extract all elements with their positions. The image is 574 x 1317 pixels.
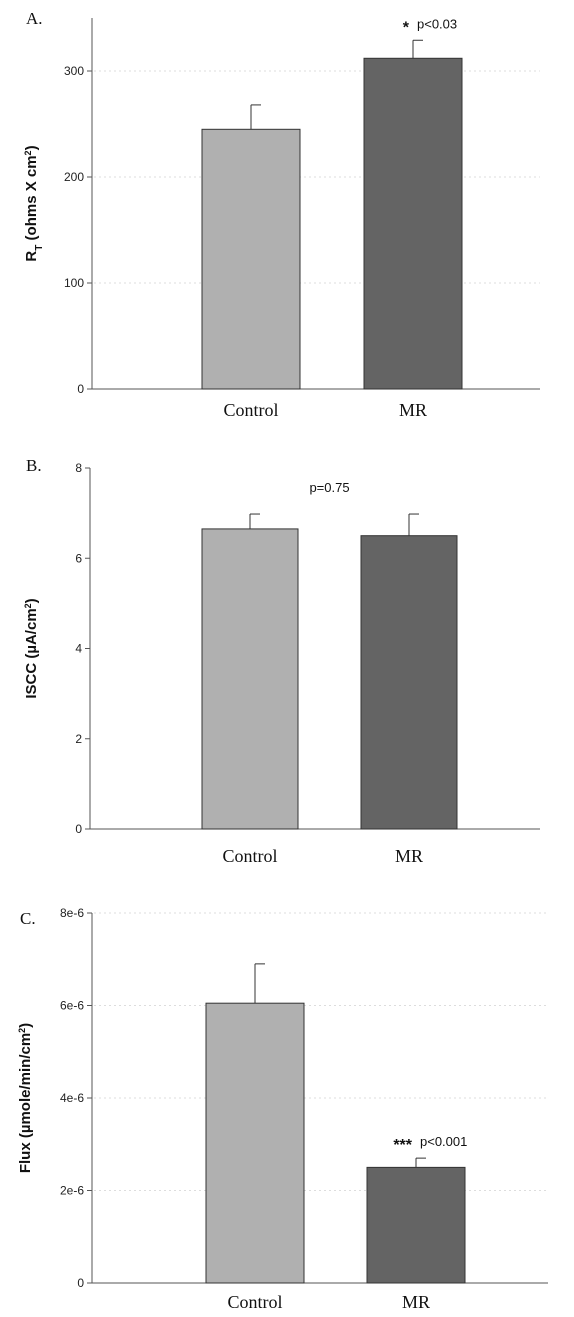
y-tick-label: 200 (64, 170, 84, 184)
category-label-mr: MR (395, 846, 423, 866)
y-tick-label: 8 (75, 461, 82, 475)
chart-panel-1: A. 0 100 200 300 RT (ohms X cm2) Control MR * p<0… (23, 9, 540, 420)
y-tick-label: 300 (64, 64, 84, 78)
y-tick-label: 0 (77, 1276, 84, 1290)
panel-label: C. (20, 909, 36, 928)
y-tick-label: 0 (77, 382, 84, 396)
significance-stars: * (403, 19, 410, 36)
p-value-label: p<0.03 (417, 16, 457, 31)
category-label-control: Control (227, 1292, 282, 1312)
y-axis-label: RT (ohms X cm2) (23, 145, 45, 261)
y-tick-label: 2e-6 (60, 1184, 84, 1198)
y-axis-label: Flux (µmole/min/cm2) (17, 1023, 34, 1173)
bar-control (201, 528, 299, 830)
y-tick-label: 6 (75, 551, 82, 565)
y-tick-label: 4e-6 (60, 1091, 84, 1105)
bar-control (205, 1002, 305, 1284)
bar-mr (360, 535, 458, 830)
chart-panel-3: C. 0 2e-6 4e-6 6e-6 8e-6 Flux (µmole/min/cm2) C… (17, 906, 548, 1312)
panel-label: B. (26, 456, 42, 475)
category-label-control: Control (223, 400, 278, 420)
bar-control (201, 128, 301, 390)
category-label-mr: MR (402, 1292, 430, 1312)
category-label-mr: MR (399, 400, 427, 420)
panel-label: A. (26, 9, 43, 28)
y-axis-label: ISCC (µA/cm2) (23, 598, 40, 698)
chart-panel-2: B. 0 2 4 6 8 ISCC (µA/cm2) Control MR p=0.75 (23, 456, 540, 866)
y-tick-label: 100 (64, 276, 84, 290)
significance-stars: *** (393, 1137, 412, 1154)
bar-mr (366, 1166, 466, 1284)
y-tick-label: 4 (75, 642, 82, 656)
y-tick-label: 2 (75, 732, 82, 746)
p-value-label: p=0.75 (309, 480, 349, 495)
category-label-control: Control (222, 846, 277, 866)
y-tick-label: 6e-6 (60, 999, 84, 1013)
bar-mr (363, 57, 463, 390)
y-tick-label: 8e-6 (60, 906, 84, 920)
y-tick-label: 0 (75, 822, 82, 836)
p-value-label: p<0.001 (420, 1134, 467, 1149)
